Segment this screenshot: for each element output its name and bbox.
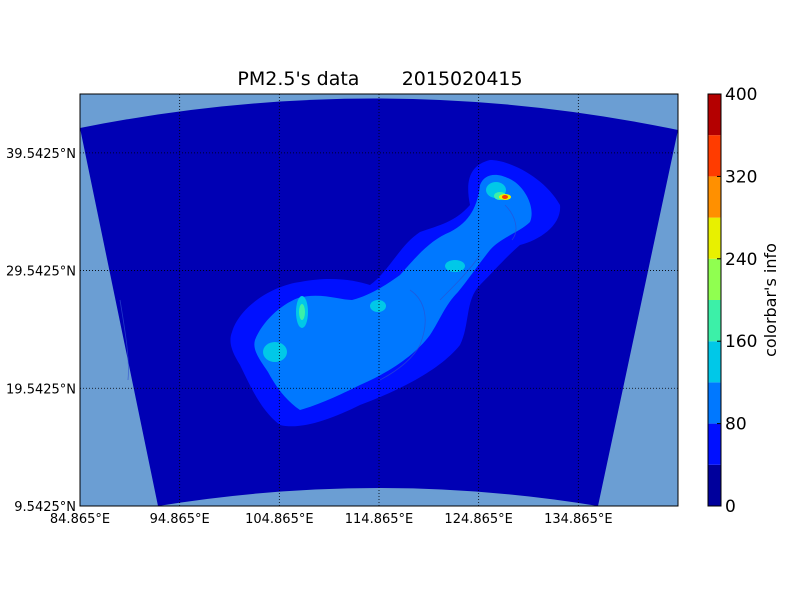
contour-core-guangxi [263,342,287,362]
contour-core-sichuan-inner [299,304,305,320]
colorbar-segment [708,300,721,341]
lon-tick-label: 104.865°E [245,512,313,527]
colorbar-tick-label: 0 [725,497,736,517]
lon-tick-label: 124.865°E [444,512,512,527]
lat-tick-label: 19.5425°N [6,382,76,397]
lon-tick-label: 94.865°E [150,512,210,527]
hotspot-inner [502,195,508,199]
colorbar-tick-label: 80 [725,415,747,435]
colorbar-segment [708,259,721,300]
colorbar-segment [708,94,721,135]
colorbar-tick-label: 320 [725,167,757,187]
lat-tick-label: 9.5425°N [14,500,76,515]
colorbar-segment [708,135,721,176]
colorbar [708,94,721,506]
colorbar-segment [708,382,721,423]
lon-tick-label: 134.865°E [544,512,612,527]
contour-core-hubei [370,300,386,312]
colorbar-segment [708,424,721,465]
lat-tick-label: 29.5425°N [6,265,76,280]
lon-tick-label: 114.865°E [345,512,413,527]
colorbar-tick-labels: 0 80 160 240 320 400 [717,85,757,517]
colorbar-label: colorbar's info [761,243,780,357]
longitude-tick-labels: 84.865°E 94.865°E 104.865°E 114.865°E 124.86… [50,512,613,527]
colorbar-segment [708,176,721,217]
colorbar-tick-label: 160 [725,332,757,352]
colorbar-segment [708,218,721,259]
colorbar-segment [708,341,721,382]
colorbar-segment [708,465,721,506]
colorbar-tick-label: 400 [725,85,757,105]
latitude-tick-labels: 9.5425°N 19.5425°N 29.5425°N 39.5425°N [6,147,76,515]
colorbar-tick-label: 240 [725,250,757,270]
lat-tick-label: 39.5425°N [6,147,76,162]
